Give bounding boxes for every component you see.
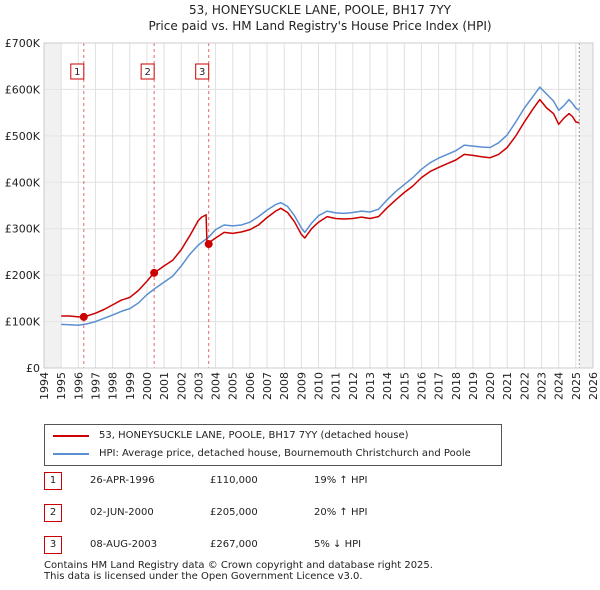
x-tick-label: 2026 (587, 372, 600, 400)
pre-data-shade (44, 43, 62, 368)
x-tick-label: 2011 (330, 372, 343, 400)
price-chart: 53, HONEYSUCKLE LANE, POOLE, BH17 7YY Pr… (5, 3, 600, 400)
x-tick-label: 1998 (107, 372, 120, 400)
x-tick-label: 2024 (553, 372, 566, 400)
sale-row: 2 02-JUN-2000 £205,000 20% ↑ HPI (0, 504, 600, 524)
x-tick-label: 2004 (210, 372, 223, 400)
x-tick-label: 2005 (227, 372, 240, 400)
sale-number-badge: 2 (44, 504, 62, 522)
hpi-line (61, 86, 580, 327)
x-tick-label: 2000 (141, 372, 154, 400)
y-tick-label: £500K (5, 130, 41, 143)
plot-border (43, 42, 594, 369)
sale-number-badge: 1 (44, 472, 62, 490)
x-tick-label: 2015 (398, 372, 411, 400)
sale-date: 26-APR-1996 (90, 475, 155, 486)
x-tick-label: 2022 (518, 372, 531, 400)
sale-marker-number: 1 (74, 67, 80, 78)
footer-line-1: Contains HM Land Registry data © Crown c… (44, 560, 433, 571)
x-tick-label: 2014 (381, 372, 394, 400)
x-tick-label: 2018 (450, 372, 463, 400)
legend-swatch-price (53, 435, 89, 437)
sale-marker-badge (140, 63, 155, 80)
x-tick-label: 1996 (72, 372, 85, 400)
x-tick-label: 2003 (192, 372, 205, 400)
y-tick-label: £400K (5, 176, 41, 189)
x-tick-label: 2009 (295, 372, 308, 400)
x-tick-label: 1999 (124, 372, 137, 400)
x-tick-label: 2006 (244, 372, 257, 400)
y-tick-label: £300K (5, 223, 41, 236)
x-tick-label: 2007 (261, 372, 274, 400)
x-tick-label: 2010 (313, 372, 326, 400)
sale-hpi-change: 19% ↑ HPI (314, 475, 368, 486)
x-tick-label: 2001 (158, 372, 171, 400)
x-tick-label: 2019 (467, 372, 480, 400)
post-data-shade (579, 43, 593, 368)
x-tick-label: 2020 (484, 372, 497, 400)
chart-subtitle: Price paid vs. HM Land Registry's House … (148, 19, 491, 33)
footer-attribution: Contains HM Land Registry data © Crown c… (44, 560, 433, 582)
sale-row: 3 08-AUG-2003 £267,000 5% ↓ HPI (0, 536, 600, 556)
sale-point (204, 240, 213, 249)
y-tick-label: £200K (5, 269, 41, 282)
x-tick-label: 2002 (175, 372, 188, 400)
x-tick-label: 2012 (347, 372, 360, 400)
x-tick-label: 2023 (536, 372, 549, 400)
legend: 53, HONEYSUCKLE LANE, POOLE, BH17 7YY (d… (44, 424, 502, 466)
sale-marker-number: 2 (144, 67, 150, 78)
sale-hpi-change: 5% ↓ HPI (314, 539, 362, 550)
footer-line-2: This data is licensed under the Open Gov… (44, 571, 363, 582)
sale-point (79, 312, 88, 321)
legend-label-price: 53, HONEYSUCKLE LANE, POOLE, BH17 7YY (d… (99, 430, 409, 441)
sale-date: 08-AUG-2003 (90, 539, 158, 550)
sale-number-badge: 3 (44, 536, 62, 554)
sale-date: 02-JUN-2000 (90, 507, 154, 518)
sale-price: £110,000 (210, 475, 258, 486)
sale-point (150, 268, 159, 277)
legend-label-hpi: HPI: Average price, detached house, Bour… (99, 448, 471, 459)
sale-row: 1 26-APR-1996 £110,000 19% ↑ HPI (0, 472, 600, 492)
legend-swatch-hpi (53, 453, 89, 455)
x-tick-label: 1994 (38, 372, 51, 400)
x-tick-label: 2016 (415, 372, 428, 400)
x-tick-label: 2021 (501, 372, 514, 400)
plot-area: £0 £100K £200K £300K £400K £500K £600K £700K 199… (5, 37, 600, 400)
x-tick-label: 2008 (278, 372, 291, 400)
x-tick-label: 1997 (89, 372, 102, 400)
sale-marker-badge (195, 63, 210, 80)
sale-price: £267,000 (210, 539, 258, 550)
sale-marker-number: 3 (199, 67, 205, 78)
sale-marker-badge (70, 63, 85, 80)
y-tick-label: £100K (5, 316, 41, 329)
chart-title: 53, HONEYSUCKLE LANE, POOLE, BH17 7YY (189, 3, 452, 17)
x-tick-label: 1995 (55, 372, 68, 400)
sale-hpi-change: 20% ↑ HPI (314, 507, 368, 518)
x-tick-label: 2025 (570, 372, 583, 400)
y-tick-label: £600K (5, 83, 41, 96)
y-tick-label: £0 (26, 362, 40, 375)
sale-price: £205,000 (210, 507, 258, 518)
x-tick-label: 2017 (433, 372, 446, 400)
y-tick-label: £700K (5, 37, 41, 50)
x-tick-label: 2013 (364, 372, 377, 400)
